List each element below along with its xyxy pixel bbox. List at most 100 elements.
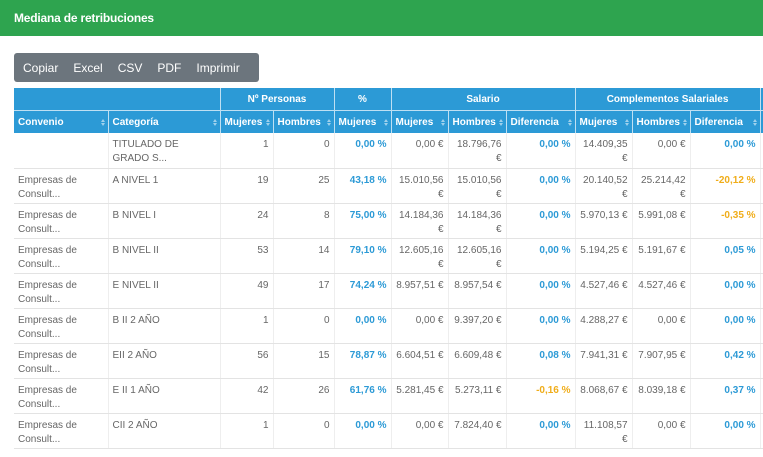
table-cell: 15.010,56 €: [448, 168, 507, 204]
table-cell-empty: [760, 133, 763, 169]
column-header[interactable]: Mujeres: [220, 110, 274, 133]
table-cell: 5.281,45 €: [391, 378, 449, 414]
table-cell-empty: [760, 168, 763, 204]
table-cell: Empresas de Consult...: [14, 308, 109, 344]
table-cell: [14, 133, 109, 169]
table-cell: 25.214,42 €: [632, 168, 691, 204]
export-button[interactable]: PDF: [157, 60, 182, 75]
column-header[interactable]: Hombres: [632, 110, 691, 133]
table-cell: 0,00 €: [632, 413, 691, 449]
group-header: %: [334, 88, 392, 111]
table-cell: 7.824,40 €: [448, 413, 507, 449]
table-cell: 8.039,18 €: [632, 378, 691, 414]
table-cell: -20,12 %: [690, 168, 761, 204]
table-cell: 4.288,27 €: [575, 308, 633, 344]
table-cell: 42: [220, 378, 274, 414]
table-cell: Empresas de Consult...: [14, 273, 109, 309]
table-cell: 0,00 %: [506, 238, 576, 274]
table-cell: 4.527,46 €: [575, 273, 633, 309]
table-cell: 8.068,67 €: [575, 378, 633, 414]
export-button[interactable]: Excel: [73, 60, 103, 75]
table-cell: 24: [220, 203, 274, 239]
column-header[interactable]: Hombres: [273, 110, 335, 133]
table-cell: 0,00 %: [334, 413, 392, 449]
group-header-empty: [760, 88, 763, 111]
table-row: Empresas de Consult... B NIVEL I 24 8 75,00 …: [14, 203, 763, 239]
table-cell: 49: [220, 273, 274, 309]
column-header[interactable]: Mujeres: [334, 110, 392, 133]
export-button[interactable]: Imprimir: [196, 60, 240, 75]
table-cell: 6.609,48 €: [448, 343, 507, 379]
header-title: Mediana de retribuciones: [14, 11, 154, 25]
column-header-empty: [760, 110, 763, 133]
column-header[interactable]: Diferencia: [690, 110, 761, 133]
table-row: Empresas de Consult... E II 1 AÑO 42 26 61,7…: [14, 378, 763, 414]
table-cell: Empresas de Consult...: [14, 378, 109, 414]
group-header: Complementos Salariales: [575, 88, 761, 111]
table-cell: 0,00 %: [506, 413, 576, 449]
table-cell: 12.605,16 €: [448, 238, 507, 274]
table-cell: 0,00 %: [506, 133, 576, 169]
table-cell: 7.941,31 €: [575, 343, 633, 379]
column-header[interactable]: Convenio: [14, 110, 109, 133]
table-row: Empresas de Consult... B NIVEL II 53 14 79,1…: [14, 238, 763, 274]
table-row: Empresas de Consult... CII 2 AÑO 1 0 0,00 % 0…: [14, 413, 763, 449]
table-cell: 25: [273, 168, 335, 204]
export-button[interactable]: Copiar: [23, 60, 59, 75]
table-cell: 8: [273, 203, 335, 239]
table-cell: 7.907,95 €: [632, 343, 691, 379]
table-cell: 0,00 €: [391, 133, 449, 169]
group-header: Salario: [391, 88, 576, 111]
group-header-empty: [14, 88, 221, 111]
table-cell-empty: [760, 238, 763, 274]
table-cell: 0,00 €: [632, 308, 691, 344]
table-cell: E II 1 AÑO: [108, 378, 221, 414]
column-header[interactable]: Hombres: [448, 110, 507, 133]
column-header[interactable]: Categoría: [108, 110, 221, 133]
table-cell: 0,00 %: [690, 308, 761, 344]
table-cell: -0,16 %: [506, 378, 576, 414]
table-cell: 1: [220, 308, 274, 344]
table-cell: 0,08 %: [506, 343, 576, 379]
table-row: Empresas de Consult... A NIVEL 1 19 25 43,18…: [14, 168, 763, 204]
table-cell: 1: [220, 413, 274, 449]
table-cell: 0,42 %: [690, 343, 761, 379]
table-cell: 5.273,11 €: [448, 378, 507, 414]
table-cell: 14.409,35 €: [575, 133, 633, 169]
table-cell: 0,00 %: [690, 273, 761, 309]
table-cell: 0,00 %: [506, 273, 576, 309]
table-cell: 79,10 %: [334, 238, 392, 274]
table-wrap: Nº Personas% Salario Complementos Salarial…: [14, 88, 763, 457]
table-cell: 0,00 %: [690, 413, 761, 449]
table-cell: 0,00 %: [690, 133, 761, 169]
table-cell: 1: [220, 133, 274, 169]
table-cell: B NIVEL II: [108, 238, 221, 274]
table-cell: 17: [273, 273, 335, 309]
table-cell: 0,00 €: [391, 308, 449, 344]
table-cell: 9.397,20 €: [448, 308, 507, 344]
table-cell: EII 2 AÑO: [108, 343, 221, 379]
table-cell: TITULADO DE GRADO S...: [108, 133, 221, 169]
export-button[interactable]: CSV: [117, 60, 143, 75]
table-row: Empresas de Consult... EII 2 AÑO 56 15 78,87…: [14, 343, 763, 379]
table-cell: 5.970,13 €: [575, 203, 633, 239]
header-bar: Mediana de retribuciones: [0, 0, 763, 36]
column-header[interactable]: Mujeres: [391, 110, 449, 133]
column-header-row: Convenio Categoría Mujeres Hombres Mujeres Mu…: [14, 110, 763, 133]
table-cell: 78,87 %: [334, 343, 392, 379]
column-header[interactable]: Mujeres: [575, 110, 633, 133]
table-cell: 56: [220, 343, 274, 379]
table-cell: 0,00 €: [632, 133, 691, 169]
column-header[interactable]: Diferencia: [506, 110, 576, 133]
table-cell: 15: [273, 343, 335, 379]
table-cell-empty: [760, 273, 763, 309]
table-cell: 8.957,54 €: [448, 273, 507, 309]
table-cell: 74,24 %: [334, 273, 392, 309]
table-cell: 0,00 %: [334, 308, 392, 344]
table-row: TITULADO DE GRADO S... 1 0 0,00 % 0,00 €18.7…: [14, 133, 763, 169]
table-cell: 14: [273, 238, 335, 274]
table-cell: 0,00 €: [391, 413, 449, 449]
table-cell: Empresas de Consult...: [14, 238, 109, 274]
table-cell: 0: [273, 413, 335, 449]
table-cell: 4.527,46 €: [632, 273, 691, 309]
